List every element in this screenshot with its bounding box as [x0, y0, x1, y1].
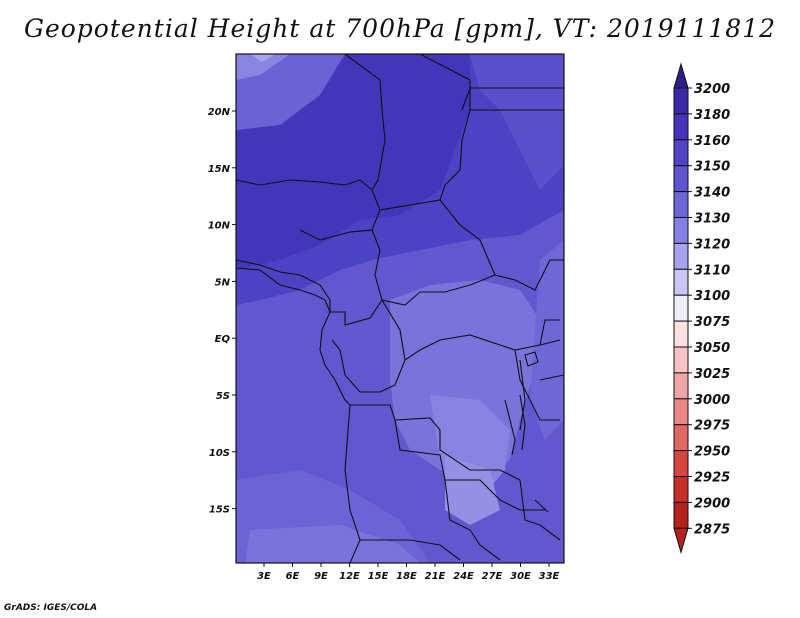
lon-tick-label: 30E — [510, 571, 531, 582]
colorbar-segment — [673, 139, 689, 167]
colorbar-segment — [673, 294, 689, 322]
colorbar-segment — [673, 242, 689, 270]
colorbar-label: 3200 — [694, 82, 730, 97]
colorbar-segment — [673, 450, 689, 478]
colorbar-segment — [673, 87, 689, 115]
colorbar-label: 3160 — [694, 134, 730, 149]
lat-tick-label: 10S — [209, 448, 230, 459]
height-field — [236, 54, 564, 563]
grads-credit: GrADS: IGES/COLA — [4, 603, 98, 613]
colorbar-label: 3100 — [694, 289, 730, 304]
colorbar-segment — [673, 346, 689, 374]
colorbar-segment — [673, 476, 689, 503]
colorbar-label: 2875 — [694, 522, 730, 537]
lon-tick-label: 3E — [257, 571, 271, 582]
colorbar-segment — [673, 113, 689, 141]
colorbar-segment — [673, 372, 689, 400]
lat-tick-label: 15S — [209, 505, 230, 516]
colorbar-segment — [673, 191, 689, 219]
colorbar: 3200 3180 3160 3150 3140 3130 3120 3110 3100 3075… — [673, 62, 730, 555]
colorbar-label: 3140 — [694, 186, 730, 201]
colorbar-segment — [673, 320, 689, 348]
lat-tick-label: 20N — [208, 107, 231, 118]
colorbar-segment — [673, 424, 689, 452]
lon-tick-label: 15E — [368, 571, 389, 582]
colorbar-label: 3025 — [694, 367, 730, 382]
lat-tick-label: 10N — [208, 221, 231, 232]
latitude-axis: 20N 15N 10N 5N EQ 5S 10S 15S — [208, 107, 236, 516]
colorbar-segment — [673, 398, 689, 426]
colorbar-label: 3110 — [694, 263, 730, 278]
colorbar-segment — [673, 165, 689, 193]
lon-tick-label: 9E — [314, 571, 328, 582]
lon-tick-label: 12E — [339, 571, 360, 582]
colorbar-label: 3130 — [694, 212, 730, 227]
lon-tick-label: 33E — [539, 571, 560, 582]
lon-tick-label: 6E — [286, 571, 300, 582]
lat-tick-label: 5N — [215, 277, 231, 288]
lon-tick-label: 18E — [396, 571, 417, 582]
colorbar-label: 2925 — [694, 471, 730, 486]
colorbar-label: 2900 — [694, 496, 730, 511]
colorbar-label: 3120 — [694, 237, 730, 252]
longitude-axis: 3E 6E 9E 12E 15E 18E 21E 24E 27E 30E 33E — [257, 563, 560, 582]
colorbar-label: 3075 — [694, 315, 730, 330]
map-title: Geopotential Height at 700hPa [gpm], VT:… — [23, 14, 777, 43]
lat-tick-label: 15N — [208, 164, 231, 175]
colorbar-label: 2950 — [694, 445, 730, 460]
country-boundaries — [236, 54, 564, 563]
colorbar-label: 2975 — [694, 419, 730, 434]
lon-tick-label: 21E — [425, 571, 446, 582]
colorbar-label: 3180 — [694, 108, 730, 123]
colorbar-segment — [673, 268, 689, 296]
colorbar-label: 3150 — [694, 160, 730, 175]
map-frame — [235, 53, 565, 564]
lon-tick-label: 27E — [482, 571, 503, 582]
lat-tick-label: 5S — [216, 391, 230, 402]
colorbar-segment — [673, 217, 689, 244]
colorbar-segment — [673, 501, 689, 529]
colorbar-bottom-arrow — [673, 527, 689, 555]
colorbar-label: 3000 — [694, 393, 730, 408]
colorbar-top-arrow — [673, 62, 689, 89]
colorbar-label: 3050 — [694, 341, 730, 356]
lon-tick-label: 24E — [453, 571, 474, 582]
lat-tick-label: EQ — [215, 334, 231, 345]
